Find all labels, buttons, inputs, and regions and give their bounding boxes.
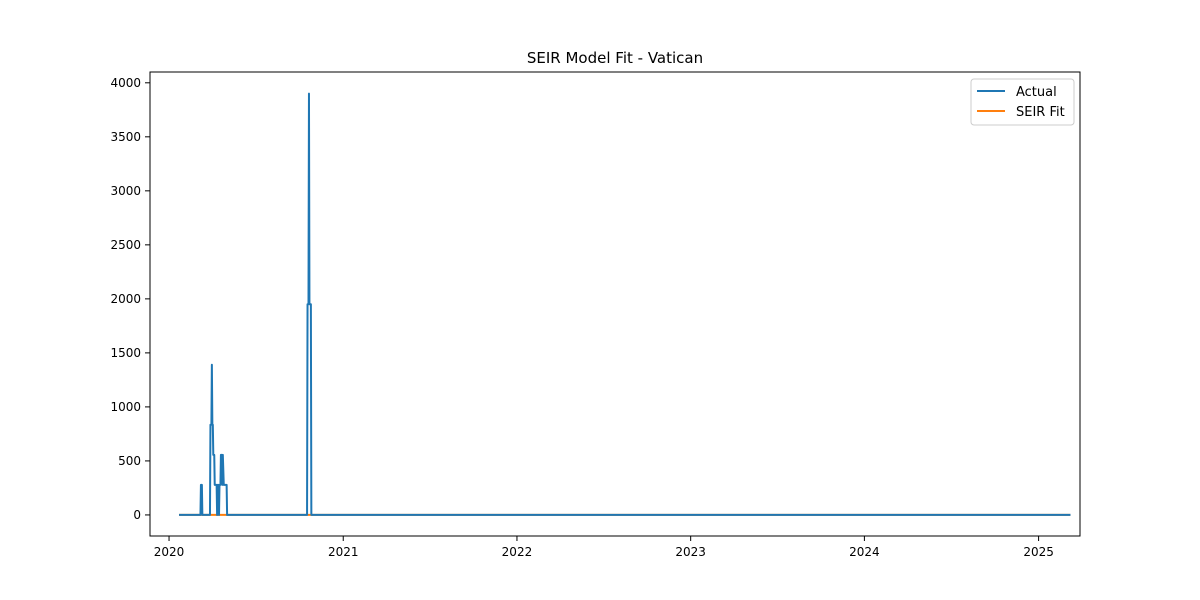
x-tick-label: 2025 bbox=[1023, 545, 1054, 559]
y-tick-label: 2000 bbox=[110, 292, 141, 306]
plot-frame bbox=[149, 71, 1081, 537]
y-tick-label: 2500 bbox=[110, 238, 141, 252]
legend-label-actual: Actual bbox=[1016, 85, 1057, 100]
x-tick-label: 2020 bbox=[154, 545, 185, 559]
y-axis: 0 500 1000 1500 2000 2500 3000 3500 4000 bbox=[110, 76, 150, 522]
chart-title: SEIR Model Fit - Vatican bbox=[527, 49, 703, 67]
x-tick-label: 2022 bbox=[502, 545, 533, 559]
y-tick-label: 3000 bbox=[110, 184, 141, 198]
legend: Actual SEIR Fit bbox=[970, 78, 1075, 126]
y-tick-label: 1000 bbox=[110, 400, 141, 414]
series-line-actual bbox=[179, 92, 1071, 516]
x-tick-label: 2021 bbox=[328, 545, 359, 559]
x-axis: 2020 2021 2022 2023 2024 2025 bbox=[154, 536, 1054, 559]
legend-label-seir-fit: SEIR Fit bbox=[1016, 105, 1065, 120]
y-tick-label: 0 bbox=[133, 508, 141, 522]
plot-lines bbox=[179, 92, 1071, 516]
y-tick-label: 500 bbox=[118, 454, 141, 468]
y-tick-label: 1500 bbox=[110, 346, 141, 360]
x-tick-label: 2024 bbox=[849, 545, 880, 559]
x-tick-label: 2023 bbox=[675, 545, 706, 559]
y-tick-label: 3500 bbox=[110, 130, 141, 144]
y-tick-label: 4000 bbox=[110, 76, 141, 90]
